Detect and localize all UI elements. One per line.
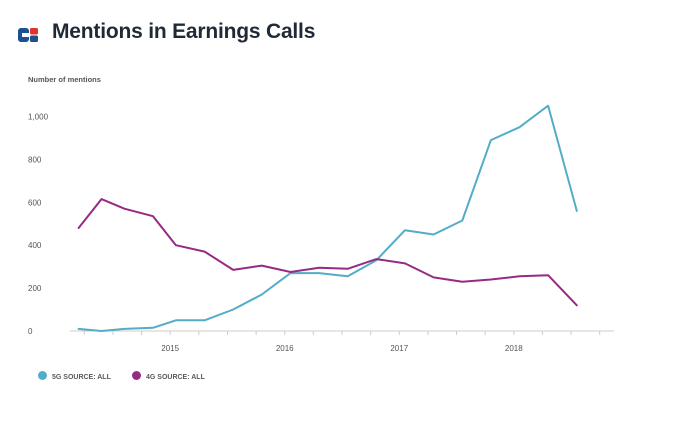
logo-shape-top: [30, 28, 38, 35]
legend-label-4g: 4G SOURCE: ALL: [146, 374, 205, 381]
logo-icon: [18, 28, 38, 47]
page-title: Mentions in Earnings Calls: [52, 20, 316, 43]
logo-shape-bottom: [30, 35, 38, 42]
series-line-5g: [77, 104, 578, 332]
y-tick-label: 800: [28, 155, 42, 164]
logo-notch: [22, 33, 29, 37]
y-tick-label: 0: [28, 327, 33, 336]
y-axis-title: Number of mentions: [28, 75, 101, 84]
legend-item-5g: 5G SOURCE: ALL: [38, 371, 111, 381]
x-tick-label: 2015: [161, 344, 179, 353]
y-tick-label: 1,000: [28, 112, 49, 121]
y-tick-label: 200: [28, 284, 42, 293]
legend-swatch-4g: [132, 371, 141, 380]
legend-swatch-5g: [38, 371, 47, 380]
legend-label-5g: 5G SOURCE: ALL: [52, 374, 111, 381]
y-tick-label: 600: [28, 198, 42, 207]
x-tick-label: 2017: [390, 344, 408, 353]
x-tick-label: 2018: [505, 344, 523, 353]
series-line-4g: [77, 198, 578, 307]
x-tick-label: 2016: [276, 344, 294, 353]
y-tick-label: 400: [28, 241, 42, 250]
legend-item-4g: 4G SOURCE: ALL: [132, 371, 205, 381]
